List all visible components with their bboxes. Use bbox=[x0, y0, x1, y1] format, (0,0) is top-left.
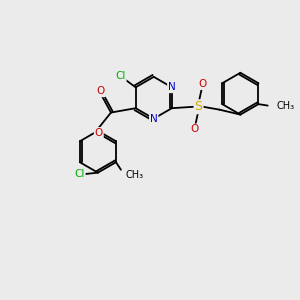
Text: O: O bbox=[94, 128, 103, 138]
Text: CH₃: CH₃ bbox=[276, 100, 295, 111]
Text: N: N bbox=[168, 82, 176, 92]
Text: Cl: Cl bbox=[74, 169, 85, 179]
Text: Cl: Cl bbox=[116, 71, 126, 81]
Text: O: O bbox=[97, 86, 105, 96]
Text: S: S bbox=[194, 100, 202, 113]
Text: N: N bbox=[150, 114, 158, 124]
Text: O: O bbox=[199, 79, 207, 89]
Text: O: O bbox=[190, 124, 198, 134]
Text: CH₃: CH₃ bbox=[126, 170, 144, 180]
